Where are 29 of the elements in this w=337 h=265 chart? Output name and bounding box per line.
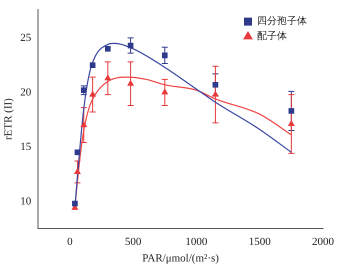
point — [90, 62, 96, 68]
x-axis-title: PAR/μmol/(m²·s) — [142, 252, 220, 264]
point — [74, 150, 80, 156]
point — [162, 52, 168, 58]
point — [161, 88, 168, 94]
point — [104, 74, 112, 80]
point — [212, 82, 218, 88]
x-tick-label: 1000 — [185, 236, 208, 248]
point — [212, 90, 219, 97]
point — [288, 120, 295, 126]
legend-label: 四分孢子体 — [257, 15, 307, 28]
point — [104, 46, 111, 52]
point — [72, 200, 78, 206]
x-tick-label: 500 — [124, 236, 142, 248]
y-tick-label: 20 — [20, 86, 32, 98]
point — [128, 42, 134, 48]
legend-label: 配子体 — [257, 30, 287, 42]
point — [89, 90, 96, 97]
point — [80, 121, 88, 128]
y-tick-label: 10 — [20, 195, 32, 208]
x-tick-label: 2000 — [312, 236, 334, 248]
x-tick-label: 0 — [67, 236, 74, 248]
y-axis-title: rETR (II) — [2, 98, 14, 140]
y-tick-label: 25 — [20, 32, 32, 44]
point — [74, 168, 81, 174]
x-tick-label: 1500 — [248, 236, 272, 248]
y-tick-label: 15 — [20, 140, 32, 153]
point — [127, 80, 134, 86]
point — [288, 108, 294, 114]
